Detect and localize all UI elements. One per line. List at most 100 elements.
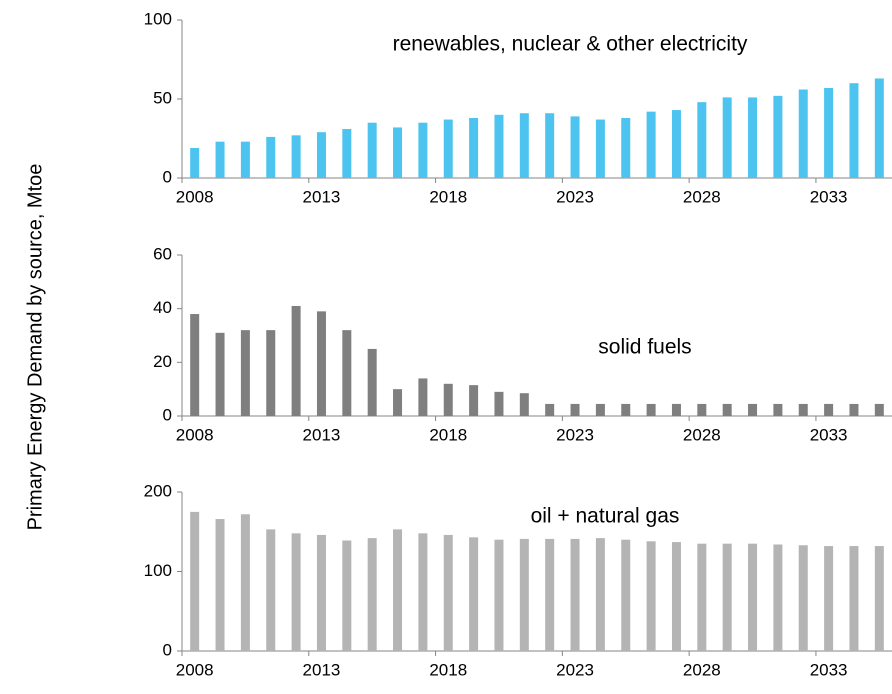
bar bbox=[494, 539, 504, 651]
bar bbox=[773, 544, 783, 651]
bar bbox=[697, 543, 707, 651]
bar bbox=[824, 403, 834, 416]
bar bbox=[469, 385, 479, 416]
bar bbox=[545, 113, 555, 178]
bar bbox=[570, 116, 580, 178]
bar bbox=[595, 538, 605, 651]
bar bbox=[443, 119, 453, 178]
bar bbox=[798, 545, 808, 651]
bar bbox=[849, 546, 859, 651]
bar bbox=[469, 117, 479, 178]
bar bbox=[595, 119, 605, 178]
bar bbox=[494, 391, 504, 416]
bar bbox=[824, 87, 834, 178]
bar bbox=[393, 127, 403, 178]
bar bbox=[773, 95, 783, 178]
y-axis-label: Primary Energy Demand by source, Mtoe bbox=[24, 164, 46, 531]
bar bbox=[748, 97, 758, 178]
bar bbox=[874, 78, 884, 178]
x-tick-label: 2028 bbox=[683, 660, 721, 679]
bar bbox=[240, 330, 250, 416]
bar bbox=[418, 378, 428, 416]
y-tick-label: 100 bbox=[144, 9, 172, 28]
bar bbox=[342, 330, 352, 416]
panel-title: solid fuels bbox=[598, 336, 691, 359]
bar bbox=[748, 543, 758, 651]
bar bbox=[697, 403, 707, 416]
bar bbox=[849, 403, 859, 416]
panel-title: renewables, nuclear & other electricity bbox=[393, 33, 748, 56]
y-tick-label: 0 bbox=[163, 167, 172, 186]
y-tick-label: 20 bbox=[153, 352, 172, 371]
bar bbox=[266, 529, 276, 651]
bar bbox=[519, 113, 529, 178]
bar bbox=[671, 403, 681, 416]
bar bbox=[215, 519, 225, 651]
x-tick-label: 2028 bbox=[683, 425, 721, 444]
x-tick-label: 2018 bbox=[429, 660, 467, 679]
x-tick-label: 2033 bbox=[810, 187, 848, 206]
bar bbox=[418, 533, 428, 651]
bar bbox=[621, 403, 631, 416]
x-tick-label: 2023 bbox=[556, 425, 594, 444]
bar bbox=[874, 546, 884, 651]
bar bbox=[798, 89, 808, 178]
bar bbox=[646, 403, 656, 416]
bar bbox=[646, 541, 656, 651]
bar bbox=[494, 114, 504, 178]
x-tick-label: 2013 bbox=[303, 425, 341, 444]
bar bbox=[240, 514, 250, 651]
bar bbox=[316, 534, 326, 651]
bar bbox=[316, 132, 326, 178]
bar bbox=[570, 538, 580, 651]
y-tick-label: 40 bbox=[153, 298, 172, 317]
bar bbox=[570, 403, 580, 416]
bar bbox=[367, 348, 377, 416]
y-tick-label: 50 bbox=[153, 88, 172, 107]
x-tick-label: 2028 bbox=[683, 187, 721, 206]
y-tick-label: 100 bbox=[144, 561, 172, 580]
bar bbox=[266, 330, 276, 416]
bar bbox=[393, 389, 403, 416]
x-tick-label: 2018 bbox=[429, 187, 467, 206]
bar bbox=[748, 403, 758, 416]
bar bbox=[215, 141, 225, 178]
bar bbox=[849, 83, 859, 178]
bar bbox=[519, 393, 529, 416]
panel-title: oil + natural gas bbox=[531, 505, 680, 528]
x-tick-label: 2033 bbox=[810, 660, 848, 679]
bar bbox=[291, 533, 301, 651]
bar bbox=[697, 102, 707, 178]
bar bbox=[545, 538, 555, 651]
x-tick-label: 2023 bbox=[556, 187, 594, 206]
x-tick-label: 2018 bbox=[429, 425, 467, 444]
y-tick-label: 0 bbox=[163, 405, 172, 424]
bar bbox=[393, 529, 403, 651]
bar bbox=[215, 332, 225, 416]
bar bbox=[443, 383, 453, 416]
bar bbox=[646, 111, 656, 178]
bar bbox=[874, 403, 884, 416]
bar bbox=[342, 129, 352, 178]
bar bbox=[342, 540, 352, 651]
x-tick-label: 2008 bbox=[176, 187, 214, 206]
bar bbox=[418, 122, 428, 178]
bar bbox=[291, 135, 301, 178]
bar bbox=[190, 511, 200, 651]
x-tick-label: 2008 bbox=[176, 660, 214, 679]
bar bbox=[519, 538, 529, 651]
bar bbox=[824, 546, 834, 651]
x-tick-label: 2013 bbox=[303, 187, 341, 206]
bar bbox=[469, 537, 479, 651]
bar bbox=[545, 403, 555, 416]
bar bbox=[190, 147, 200, 178]
bar bbox=[190, 314, 200, 416]
x-tick-label: 2013 bbox=[303, 660, 341, 679]
bar bbox=[367, 538, 377, 651]
y-tick-label: 60 bbox=[153, 244, 172, 263]
bar bbox=[291, 305, 301, 416]
bar bbox=[443, 534, 453, 651]
bar bbox=[773, 403, 783, 416]
bar bbox=[621, 539, 631, 651]
